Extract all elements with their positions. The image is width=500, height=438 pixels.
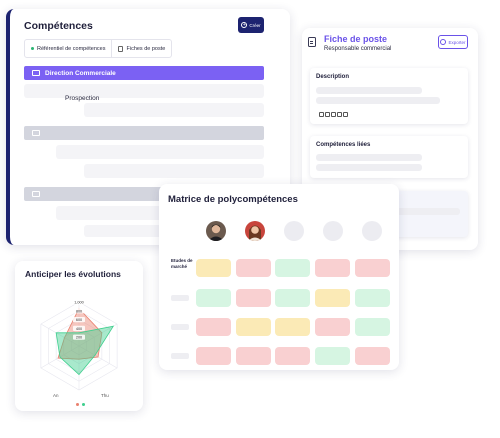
matrix-cell[interactable]: [275, 259, 310, 277]
matrix-cell[interactable]: [315, 318, 350, 336]
matrix-cell[interactable]: [196, 347, 231, 365]
list-item-bg: [24, 84, 264, 98]
radar-series-area: [57, 307, 103, 360]
matrix-cell[interactable]: [236, 259, 271, 277]
anticiper-panel: Anticiper les évolutions 1,000 800 600 400 2…: [15, 261, 143, 411]
matrix-cell[interactable]: [355, 259, 390, 277]
export-icon: [440, 39, 447, 45]
radar-tick-label: 1,000: [74, 301, 84, 305]
row-label-skeleton: [171, 353, 189, 359]
matrix-cell[interactable]: [236, 289, 271, 307]
fiche-subtitle: Responsable commercial: [324, 46, 392, 52]
radar-tick-label: 400: [76, 327, 82, 331]
axis-label: Thu: [101, 393, 109, 398]
avatar[interactable]: [245, 221, 265, 241]
folder-direction-commerciale[interactable]: Direction Commerciale: [24, 66, 264, 80]
radar-spoke: [40, 323, 80, 347]
folder-item[interactable]: [24, 126, 264, 140]
avatar-placeholder: [323, 221, 343, 241]
tick-label-bg: [73, 308, 85, 314]
radar-chart: 1,000 800 600 400 200: [40, 299, 118, 391]
anticiper-title: Anticiper les évolutions: [25, 269, 121, 279]
create-button[interactable]: + Créer: [238, 17, 264, 33]
fiche-title: Fiche de poste: [324, 34, 388, 44]
sub-item-prospection[interactable]: Prospection: [65, 95, 100, 102]
legend-dot: [76, 403, 79, 406]
avatar[interactable]: [206, 221, 226, 241]
link-icon[interactable]: [331, 112, 336, 117]
axis-label: An: [53, 393, 59, 398]
row-label-skeleton: [171, 324, 189, 330]
matrix-cell[interactable]: [355, 318, 390, 336]
competences-title: Compétences: [24, 20, 93, 32]
competences-tabs: Référentiel de compétences Fiches de pos…: [24, 39, 173, 58]
row-label: Etudes de marché: [171, 258, 193, 269]
avatar-placeholder: [362, 221, 382, 241]
radar-tick-label: 600: [76, 318, 82, 322]
tick-label-bg: [73, 325, 85, 331]
radar-series-area: [55, 325, 115, 376]
folder-icon: [32, 191, 40, 197]
folder-icon: [32, 70, 40, 76]
skeleton-row: [84, 103, 264, 117]
matrix-cell[interactable]: [275, 289, 310, 307]
folder-icon: [32, 130, 40, 136]
avatar-placeholder: [284, 221, 304, 241]
description-label: Description: [316, 74, 350, 80]
folder-label: Direction Commerciale: [45, 69, 116, 77]
tab-referentiel[interactable]: Référentiel de compétences: [25, 40, 113, 57]
matrix-cell[interactable]: [236, 318, 271, 336]
plus-icon: +: [241, 21, 248, 28]
tab-label: Référentiel de compétences: [37, 45, 106, 52]
description-card: Description: [310, 68, 468, 124]
skeleton-line: [316, 87, 422, 94]
tick-label-bg: [73, 317, 85, 323]
matrice-title: Matrice de polycompétences: [168, 194, 298, 205]
skeleton-line: [316, 97, 440, 104]
matrix-cell[interactable]: [355, 289, 390, 307]
tick-label-bg: [73, 334, 85, 340]
radar-spoke: [78, 323, 118, 347]
linked-label: Compétences liées: [316, 142, 371, 148]
format-bold-icon[interactable]: [319, 112, 324, 117]
format-italic-icon[interactable]: [325, 112, 330, 117]
matrix-cell[interactable]: [236, 347, 271, 365]
radar-tick-label: 800: [76, 309, 82, 313]
document-icon: [118, 45, 124, 52]
export-button[interactable]: Exporter: [438, 35, 468, 49]
skeleton-row: [84, 164, 264, 178]
align-icon[interactable]: [343, 112, 348, 117]
list-icon[interactable]: [337, 112, 342, 117]
export-button-label: Exporter: [448, 39, 466, 45]
matrix-cell[interactable]: [196, 259, 231, 277]
skeleton-line: [316, 154, 422, 161]
row-label-skeleton: [171, 295, 189, 301]
tab-label: Fiches de poste: [126, 45, 166, 52]
matrice-panel: Matrice de polycompétences Etudes de mar…: [159, 184, 399, 370]
matrix-cell[interactable]: [275, 347, 310, 365]
legend-dot: [82, 403, 85, 406]
active-dot-icon: [31, 47, 34, 50]
matrix-cell[interactable]: [275, 318, 310, 336]
document-icon: [308, 37, 316, 47]
matrix-cell[interactable]: [196, 289, 231, 307]
tab-fiches-de-poste[interactable]: Fiches de poste: [112, 40, 171, 57]
matrix-cell[interactable]: [196, 318, 231, 336]
tick-label-bg: [73, 299, 85, 305]
matrix-cell[interactable]: [315, 347, 350, 365]
matrix-cell[interactable]: [355, 347, 390, 365]
radar-tick-label: 200: [76, 336, 82, 340]
matrix-cell[interactable]: [315, 289, 350, 307]
competences-panel: Compétences + Créer Référentiel de compé…: [6, 9, 290, 245]
skeleton-line: [316, 164, 422, 171]
competences-liees-card: Compétences liées: [310, 136, 468, 178]
matrix-cell[interactable]: [315, 259, 350, 277]
skeleton-row: [56, 145, 264, 159]
create-button-label: Créer: [249, 22, 261, 28]
